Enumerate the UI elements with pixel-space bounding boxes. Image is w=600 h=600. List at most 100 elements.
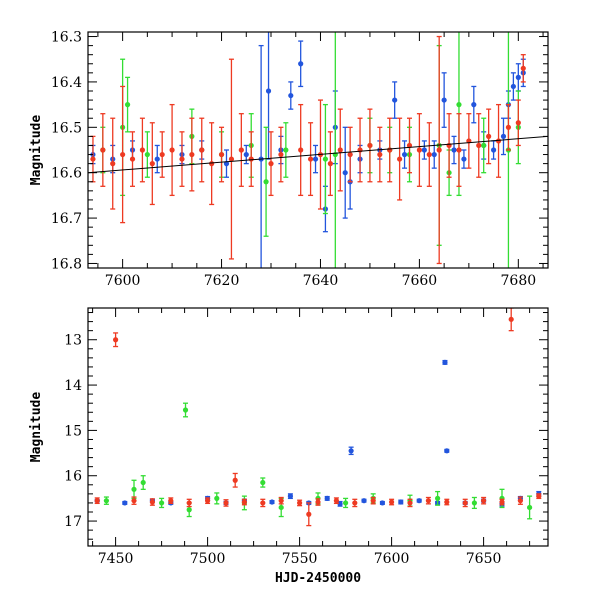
- top-series-2-point: [416, 113, 422, 187]
- bottom-series-2-point: [462, 498, 468, 508]
- bottom-y-tick-label: 17: [64, 514, 82, 530]
- data-point: [333, 498, 339, 504]
- top-y-tick-label: 16.7: [51, 211, 82, 227]
- data-point: [241, 499, 247, 505]
- bottom-series-2-point: [315, 498, 321, 506]
- top-series-2-point: [377, 126, 383, 183]
- data-point: [223, 500, 229, 506]
- data-point: [392, 97, 398, 103]
- bottom-series-2-point: [223, 499, 229, 507]
- bottom-series-0-point: [416, 498, 422, 504]
- bottom-y-axis-title: Magnitude: [29, 392, 44, 463]
- top-series-2-point: [406, 117, 413, 174]
- bottom-series-2-point: [168, 497, 174, 505]
- top-series-2-point: [495, 103, 502, 178]
- top-series-1-point: [481, 117, 487, 174]
- data-point: [490, 147, 497, 153]
- top-series-2-point: [486, 108, 492, 165]
- data-point: [131, 498, 137, 504]
- top-series-0-point: [288, 81, 294, 110]
- bottom-series-2-point: [186, 498, 192, 508]
- data-point: [426, 151, 432, 158]
- bottom-series-2-point: [352, 498, 358, 508]
- data-point: [421, 147, 427, 153]
- data-point: [370, 498, 376, 504]
- top-series-2-point: [209, 122, 215, 206]
- data-point: [456, 147, 462, 153]
- top-series-2-point: [179, 131, 185, 187]
- data-point: [298, 147, 304, 153]
- bottom-series-2-point: [517, 496, 524, 505]
- bottom-series-0-point: [442, 359, 448, 365]
- data-point: [505, 124, 512, 130]
- top-series-2-point: [327, 131, 333, 197]
- top-series-2-point: [337, 108, 343, 192]
- top-series-0-point: [342, 126, 348, 219]
- data-point: [94, 498, 100, 504]
- data-point: [287, 493, 293, 499]
- top-series-0-point: [243, 144, 249, 165]
- bottom-series-0-point: [398, 499, 404, 505]
- data-point: [495, 138, 502, 144]
- bottom-series-0-point: [337, 500, 343, 507]
- bottom-series-2-point: [306, 502, 312, 527]
- data-point: [361, 498, 367, 504]
- bottom-series-0: [94, 359, 542, 507]
- top-series-0-point: [471, 85, 477, 124]
- data-point: [131, 486, 137, 492]
- top-series-2-point: [248, 131, 254, 187]
- top-series-2-point: [100, 113, 106, 187]
- bottom-series-2-point: [278, 496, 284, 505]
- bottom-series-2-point: [241, 498, 247, 506]
- bottom-x-tick-label: 7450: [98, 551, 134, 567]
- top-series-2-point: [456, 113, 462, 187]
- data-point: [476, 142, 482, 149]
- data-point: [312, 156, 319, 162]
- top-series-2-point: [120, 85, 126, 224]
- data-point: [441, 97, 447, 103]
- top-series-1-point: [263, 126, 269, 237]
- top-series-2-point: [426, 122, 432, 187]
- data-point: [169, 147, 175, 153]
- data-point: [416, 147, 422, 153]
- top-series-2-point: [397, 117, 403, 201]
- top-series-0-point: [441, 72, 447, 128]
- data-point: [278, 504, 284, 511]
- top-series-0-point: [500, 117, 507, 156]
- data-point: [387, 147, 393, 153]
- data-point: [159, 500, 165, 506]
- top-series-1-point: [322, 103, 329, 215]
- bottom-x-tick-label: 7600: [374, 551, 410, 567]
- top-series-2-point: [446, 113, 452, 178]
- bottom-series-1-point: [527, 495, 533, 520]
- data-point: [186, 507, 192, 513]
- data-point: [510, 83, 516, 90]
- data-point: [209, 161, 215, 167]
- data-point: [367, 142, 373, 149]
- data-point: [377, 151, 383, 158]
- data-point: [238, 147, 244, 153]
- data-point: [100, 147, 106, 153]
- bottom-x-tick-label: 7500: [190, 551, 226, 567]
- data-point: [260, 500, 266, 506]
- top-series-2-point: [466, 113, 472, 169]
- top-x-tick-label: 7640: [303, 273, 339, 289]
- data-point: [322, 156, 329, 162]
- data-point: [347, 151, 353, 158]
- top-series-2-point: [520, 54, 526, 83]
- top-series-2-point: [189, 117, 195, 192]
- bottom-series-1-point: [182, 402, 189, 418]
- data-point: [122, 500, 128, 506]
- data-point: [515, 120, 521, 126]
- data-point: [407, 500, 413, 506]
- bottom-series-2-point: [297, 499, 303, 507]
- top-series-2-point: [515, 99, 521, 147]
- bottom-series-1-point: [214, 492, 220, 505]
- bottom-frame: [87, 307, 549, 547]
- top-series-0-point: [515, 63, 521, 92]
- data-point: [186, 500, 192, 506]
- data-point: [436, 147, 442, 153]
- bottom-series-2-point: [232, 472, 238, 488]
- data-point: [113, 337, 119, 343]
- top-series-2-point: [139, 117, 146, 183]
